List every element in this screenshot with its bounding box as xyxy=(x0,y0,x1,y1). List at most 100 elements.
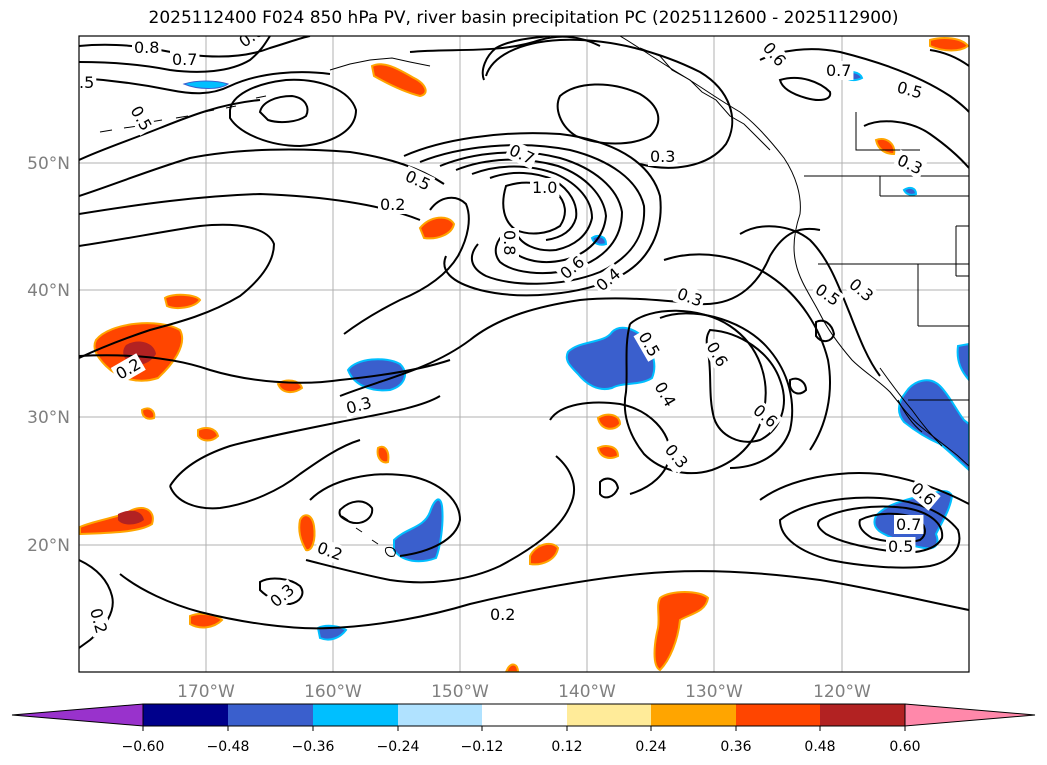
pv-contour-line xyxy=(759,472,969,505)
colorbar-swatch xyxy=(736,704,820,726)
contour-label-halo xyxy=(488,605,518,624)
contour-label: 0.8 xyxy=(134,38,159,57)
precip-negative-area xyxy=(902,186,918,196)
pv-contour-line xyxy=(258,94,309,124)
contour-label-halo xyxy=(554,250,590,285)
precip-negative-area xyxy=(565,326,656,390)
pv-contour-line xyxy=(403,132,662,297)
pv-contour-line xyxy=(789,377,808,395)
contour-label-halo xyxy=(79,73,97,92)
precip-positive-area xyxy=(370,63,427,98)
pv-contour-line xyxy=(79,71,331,95)
pv-contour-line xyxy=(79,354,451,384)
contour-label-halo xyxy=(905,477,941,511)
precip-positive-area xyxy=(298,514,316,552)
precip-positive-area xyxy=(596,445,620,459)
precip-positive-area xyxy=(189,612,224,629)
pv-contour-line xyxy=(817,505,944,554)
precip-negative-area xyxy=(898,379,969,472)
pv-contour-line xyxy=(79,36,271,73)
lat-tick-label: 20°N xyxy=(27,536,70,556)
colorbar-tick-label: −0.24 xyxy=(377,739,420,755)
contour-label-halo xyxy=(312,537,347,566)
colorbar-frame xyxy=(142,703,906,727)
colorbar-tick-label: 0.24 xyxy=(635,739,666,755)
pv-contour-line xyxy=(79,99,261,161)
contour-label-halo xyxy=(85,604,112,638)
contour-label-halo xyxy=(110,353,146,385)
colorbar-swatch xyxy=(820,704,905,726)
pv-contour-line xyxy=(343,196,470,335)
lat-tick-label: 30°N xyxy=(27,408,70,428)
contour-label: 0.2 xyxy=(380,195,405,214)
contour-label-halo xyxy=(810,278,846,312)
contour-label-halo xyxy=(500,228,519,258)
pv-contour-line xyxy=(419,144,646,285)
pv-contour-line xyxy=(778,496,961,569)
contour-label-halo xyxy=(342,392,376,419)
contour-label-halo xyxy=(893,76,927,103)
precip-positive-area xyxy=(197,427,220,442)
alaska-peninsula xyxy=(329,57,431,71)
contour-label-halo xyxy=(590,262,626,297)
contour-label-halo xyxy=(824,61,854,80)
contour-label: 0.7 xyxy=(826,61,851,80)
contour-label: .5 xyxy=(79,73,94,92)
precip-negative-area xyxy=(393,498,444,563)
colorbar-extend-high xyxy=(904,703,1036,727)
hawaiian-islands xyxy=(341,515,396,557)
precip-positive-area xyxy=(653,591,710,672)
lat-tick-label: 50°N xyxy=(27,154,70,174)
precip-positive-area xyxy=(418,216,456,240)
pv-contour-line xyxy=(929,49,969,67)
pv-contour-line xyxy=(599,477,620,499)
pv-contour-line xyxy=(759,48,969,113)
pv-contour-line xyxy=(471,165,594,252)
colorbar-swatch xyxy=(651,704,736,726)
pv-contour-line xyxy=(489,171,578,241)
colorbar-tick-label: −0.60 xyxy=(122,739,165,755)
lon-tick-label: 160°W xyxy=(304,682,362,702)
colorbar-tick-label: 0.36 xyxy=(720,739,751,755)
contour-label-halo xyxy=(701,336,733,372)
pv-contour-line xyxy=(863,120,969,169)
contour-label-halo xyxy=(843,273,879,307)
alaska-panhandle xyxy=(639,47,771,151)
pv-contour-line xyxy=(815,319,836,342)
contour-label: 0.8 xyxy=(500,230,519,255)
colorbar-swatch xyxy=(482,704,567,726)
pv-contour-line xyxy=(409,36,601,53)
chart-title: 2025112400 F024 850 hPa PV, river basin … xyxy=(148,8,899,28)
pv-contour-line xyxy=(481,36,551,81)
contour-label: 1.0 xyxy=(532,178,557,197)
contour-label-halo xyxy=(747,399,783,433)
pv-contour-line xyxy=(858,512,926,544)
contour-label-halo xyxy=(659,438,694,474)
contour-label: 0.2 xyxy=(490,605,515,624)
pv-contour-line xyxy=(79,223,276,359)
pv-contour-line xyxy=(623,309,767,475)
pv-contour-line xyxy=(739,225,881,377)
lon-tick-label: 130°W xyxy=(685,682,743,702)
baja-peninsula xyxy=(879,367,943,447)
contour-label: 0.7 xyxy=(896,515,921,534)
pv-contour-line xyxy=(659,312,794,469)
precip-positive-area xyxy=(163,293,202,309)
precip-positive-area xyxy=(929,37,969,52)
pv-contour-line xyxy=(305,455,575,584)
lon-tick-label: 150°W xyxy=(431,682,489,702)
colorbar-swatch xyxy=(143,704,228,726)
lon-tick-label: 170°W xyxy=(177,682,235,702)
contour-label: 0.7 xyxy=(172,50,197,69)
precip-positive-area xyxy=(596,413,622,430)
pv-contour-line xyxy=(663,253,831,451)
colorbar-tick-label: −0.36 xyxy=(292,739,335,755)
contour-label-halo xyxy=(378,195,408,214)
pv-contour-line xyxy=(338,500,374,524)
contour-label-halo xyxy=(672,283,707,312)
precip-negative-area xyxy=(182,80,230,89)
us-state-borders xyxy=(804,112,969,401)
colorbar-tick-label: 0.12 xyxy=(551,739,582,755)
contour-label-halo xyxy=(894,515,924,534)
precip-positive-area xyxy=(376,445,390,464)
